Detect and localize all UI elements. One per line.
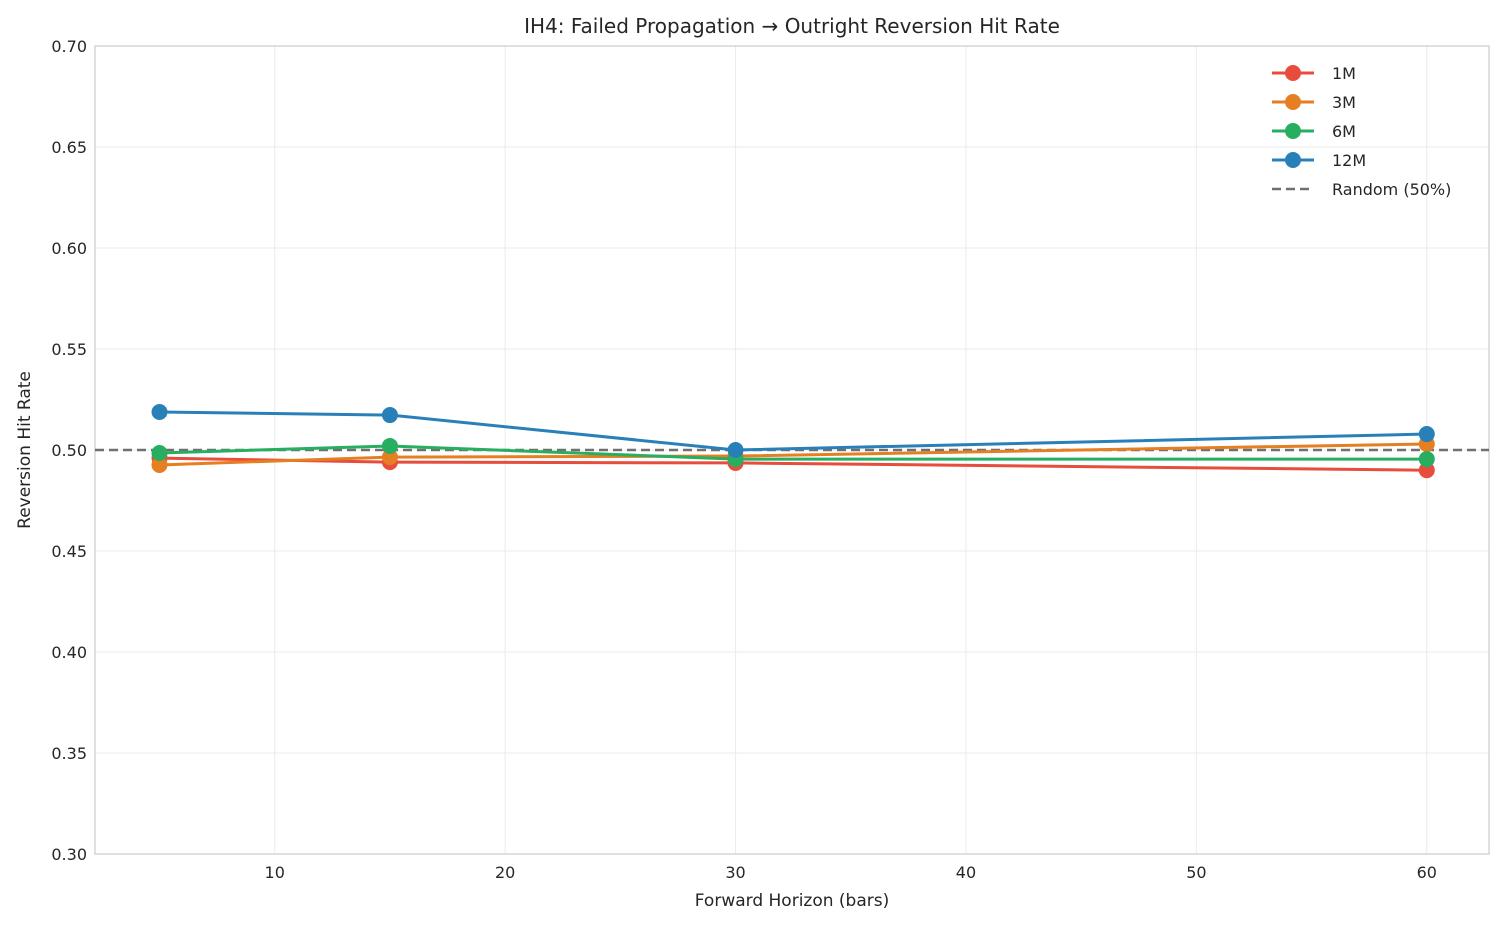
x-tick-label: 30 bbox=[725, 863, 745, 882]
data-point-12M bbox=[1418, 426, 1435, 443]
data-point-6M bbox=[1418, 451, 1435, 468]
legend-marker-6M bbox=[1285, 123, 1301, 139]
data-point-12M bbox=[381, 407, 398, 424]
data-point-6M bbox=[381, 437, 398, 454]
series-group bbox=[151, 404, 1435, 479]
legend-label: 12M bbox=[1332, 151, 1366, 170]
y-tick-label: 0.45 bbox=[51, 542, 87, 561]
y-tick-label: 0.55 bbox=[51, 340, 87, 359]
x-tick-label: 50 bbox=[1186, 863, 1206, 882]
series-line-12M bbox=[159, 410, 1427, 452]
data-point-3M bbox=[381, 449, 398, 466]
legend-marker-1M bbox=[1285, 65, 1301, 81]
chart-title: IH4: Failed Propagation → Outright Rever… bbox=[524, 14, 1060, 38]
tick-labels: 10 20 30 40 50 60 0.30 0.35 0.40 0.45 0.50 0.55 0.60… bbox=[51, 37, 1437, 882]
legend-label: 6M bbox=[1332, 122, 1356, 141]
y-tick-label: 0.40 bbox=[51, 643, 87, 662]
x-tick-label: 20 bbox=[495, 863, 515, 882]
y-tick-label: 0.50 bbox=[51, 441, 87, 460]
x-axis-label: Forward Horizon (bars) bbox=[695, 891, 890, 911]
y-tick-label: 0.70 bbox=[51, 37, 87, 56]
y-axis-label: Reversion Hit Rate bbox=[15, 371, 35, 529]
data-point-6M bbox=[151, 445, 168, 462]
data-point-12M bbox=[151, 404, 168, 421]
data-point-12M bbox=[727, 442, 744, 458]
x-tick-label: 60 bbox=[1417, 863, 1437, 882]
y-tick-label: 0.65 bbox=[51, 138, 87, 157]
data-point-1M bbox=[1418, 462, 1435, 479]
y-tick-label: 0.35 bbox=[51, 744, 87, 763]
x-tick-label: 10 bbox=[265, 863, 285, 882]
legend-label: Random (50%) bbox=[1332, 180, 1451, 199]
legend-label: 1M bbox=[1332, 64, 1356, 83]
series-line-6M bbox=[159, 444, 1427, 461]
x-tick-label: 40 bbox=[956, 863, 976, 882]
legend-marker-12M bbox=[1285, 152, 1301, 168]
legend: 1M 3M 6M 12M Random (50%) bbox=[1272, 64, 1451, 199]
legend-label: 3M bbox=[1332, 93, 1356, 112]
y-tick-label: 0.30 bbox=[51, 845, 87, 864]
legend-marker-3M bbox=[1285, 94, 1301, 110]
series-line-3M bbox=[159, 442, 1427, 467]
y-tick-label: 0.60 bbox=[51, 239, 87, 258]
data-point-3M bbox=[151, 456, 168, 473]
